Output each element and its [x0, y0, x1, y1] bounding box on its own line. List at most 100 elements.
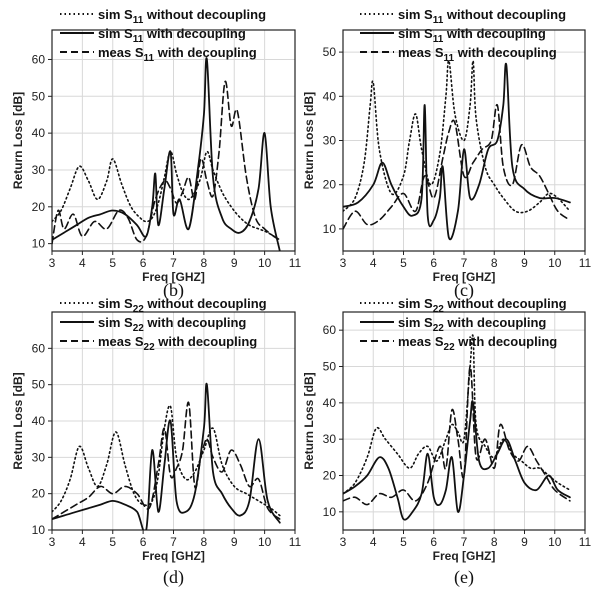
x-tick-label: 11	[579, 256, 592, 270]
y-tick-label: 40	[323, 396, 337, 410]
panel-caption: (c)	[454, 280, 474, 301]
y-tick-label: 50	[32, 89, 46, 103]
y-tick-label: 40	[32, 414, 46, 428]
legend-label-sub: 11	[133, 15, 144, 26]
chart-c: 3 4 5 6 7 8 9 10 11 10 20 30 40 50 Freq [GHZ] Return Lo…	[302, 7, 592, 301]
y-tick-label: 40	[323, 89, 337, 103]
x-tick-label: 4	[79, 535, 86, 549]
legend-label-sub: 22	[433, 304, 445, 315]
x-tick-label: 7	[170, 256, 177, 270]
y-tick-label: 10	[32, 237, 46, 251]
x-tick-label: 9	[521, 256, 528, 270]
x-tick-label: 7	[461, 256, 468, 270]
series-line-3	[343, 365, 571, 506]
y-tick-label: 20	[323, 469, 337, 483]
y-tick-label: 40	[32, 126, 46, 140]
legend-label-base: sim S	[398, 315, 433, 330]
y-tick-label: 20	[323, 178, 337, 192]
series-line-2	[52, 382, 281, 530]
legend-label-rest: with decoupling	[443, 26, 546, 41]
y-tick-label: 20	[32, 200, 46, 214]
series-line-3	[343, 104, 571, 230]
y-tick-label: 60	[32, 52, 46, 66]
legend-label-base: meas S	[98, 334, 144, 349]
legend-label-rest: without decoupling	[144, 296, 267, 311]
legend-label-rest: with decoupling	[455, 334, 558, 349]
x-tick-label: 10	[548, 535, 562, 549]
x-tick-label: 4	[370, 535, 377, 549]
x-tick-label: 5	[400, 256, 407, 270]
x-tick-label: 10	[258, 256, 272, 270]
legend-label-2: sim S11 with decoupling	[98, 26, 246, 45]
panel-caption: (b)	[163, 280, 184, 301]
legend-label-sub: 22	[433, 323, 445, 334]
series-line-2	[343, 400, 571, 521]
legend-label-sub: 22	[444, 342, 456, 353]
legend-label-base: sim S	[98, 296, 133, 311]
legend-label-2: sim S22 with decoupling	[98, 315, 246, 334]
x-tick-label: 3	[49, 535, 56, 549]
legend-label-rest: with decoupling	[155, 334, 258, 349]
legend-label-sub: 11	[133, 34, 144, 45]
y-axis-label: Return Loss [dB]	[302, 92, 316, 189]
x-tick-label: 5	[109, 535, 116, 549]
legend-label-1: sim S22 without decoupling	[398, 296, 567, 315]
x-tick-label: 11	[289, 535, 302, 549]
x-tick-label: 6	[430, 535, 437, 549]
series-line-1	[52, 404, 281, 517]
legend-label-3: meas S11 with decoupling	[98, 45, 257, 64]
x-tick-label: 8	[201, 535, 208, 549]
y-tick-label: 30	[323, 432, 337, 446]
legend-label-1: sim S11 without decoupling	[98, 7, 266, 26]
x-tick-label: 6	[140, 535, 147, 549]
y-tick-label: 10	[32, 523, 46, 537]
x-tick-label: 4	[370, 256, 377, 270]
legend-label-base: meas S	[398, 334, 444, 349]
legend-label-base: sim S	[398, 296, 433, 311]
legend-label-rest: without decoupling	[443, 7, 566, 22]
x-tick-label: 9	[231, 256, 238, 270]
chart-d: 3 4 5 6 7 8 9 10 11 10 20 30 40 50 60 Freq [GHZ] Return …	[11, 296, 302, 588]
x-axis-label: Freq [GHZ]	[142, 549, 205, 563]
x-tick-label: 4	[79, 256, 86, 270]
x-tick-label: 3	[340, 256, 347, 270]
x-tick-label: 7	[461, 535, 468, 549]
legend-label-rest: with decoupling	[154, 45, 257, 60]
x-tick-label: 6	[430, 256, 437, 270]
legend-label-1: sim S11 without decoupling	[398, 7, 566, 26]
y-tick-label: 10	[323, 222, 337, 236]
legend-label-rest: with decoupling	[454, 45, 557, 60]
y-axis-label: Return Loss [dB]	[302, 372, 316, 469]
legend-label-base: sim S	[98, 7, 133, 22]
chart-b: 3 4 5 6 7 8 9 10 11 10 20 30 40 50 60 Freq [GHZ] Return …	[11, 7, 302, 301]
legend-label-base: sim S	[398, 26, 433, 41]
legend-label-rest: without decoupling	[143, 7, 266, 22]
x-tick-label: 3	[340, 535, 347, 549]
x-tick-label: 5	[400, 535, 407, 549]
legend-label-3: meas S11 with decoupling	[398, 45, 557, 64]
series-line-1	[52, 150, 281, 241]
legend-label-rest: with decoupling	[144, 315, 247, 330]
series-line-1	[343, 60, 571, 214]
legend-label-sub: 11	[444, 53, 455, 64]
legend-label-base: meas S	[98, 45, 144, 60]
x-tick-label: 7	[170, 535, 177, 549]
panel-caption: (e)	[454, 567, 474, 588]
legend-label-2: sim S11 with decoupling	[398, 26, 546, 45]
legend-label-base: sim S	[398, 7, 433, 22]
x-axis-label: Freq [GHZ]	[433, 549, 496, 563]
x-axis-label: Freq [GHZ]	[433, 270, 496, 284]
legend-label-sub: 11	[433, 15, 444, 26]
y-tick-label: 50	[323, 360, 337, 374]
x-tick-label: 11	[289, 256, 302, 270]
series-line-2	[52, 57, 281, 251]
y-axis-label: Return Loss [dB]	[11, 372, 25, 469]
y-tick-label: 60	[32, 341, 46, 355]
legend-label-3: meas S22 with decoupling	[98, 334, 257, 353]
x-tick-label: 9	[231, 535, 238, 549]
x-tick-label: 9	[521, 535, 528, 549]
x-tick-label: 10	[548, 256, 562, 270]
x-tick-label: 8	[491, 256, 498, 270]
y-tick-label: 30	[323, 134, 337, 148]
